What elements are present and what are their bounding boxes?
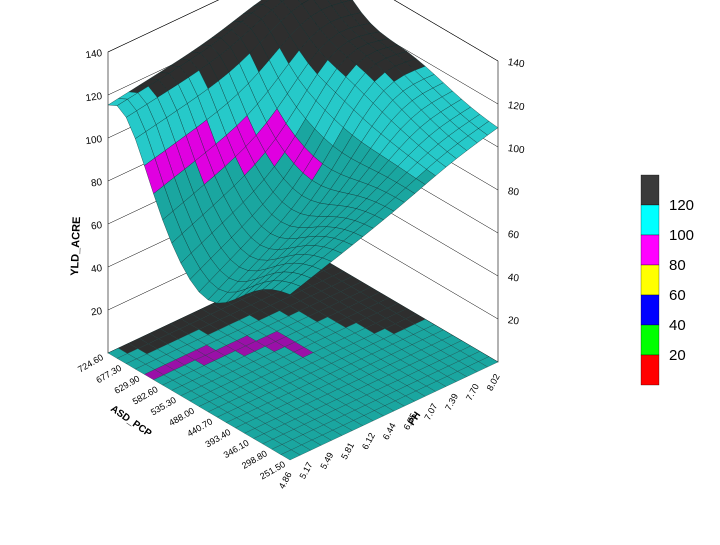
z-tick-left: 140 <box>85 48 103 61</box>
asd-pcp-tick: 582.60 <box>131 384 160 406</box>
asd-pcp-tick: 393.40 <box>204 427 233 449</box>
legend-label: 40 <box>669 317 686 334</box>
legend-swatch <box>640 234 660 266</box>
response-surface <box>107 0 499 304</box>
asd-pcp-tick: 535.30 <box>149 395 178 417</box>
ph-tick: 5.17 <box>298 460 315 480</box>
ph-tick: 6.12 <box>360 431 377 451</box>
legend-label: 100 <box>669 227 694 244</box>
surface-cell <box>279 0 285 2</box>
z-tick-right: 120 <box>507 100 525 113</box>
legend-label: 120 <box>669 197 694 214</box>
ph-tick: 6.44 <box>381 421 398 441</box>
asd-pcp-tick: 298.80 <box>240 448 269 470</box>
asd-pcp-tick: 346.10 <box>222 438 251 460</box>
z-tick-right: 60 <box>507 229 520 242</box>
legend-label: 60 <box>669 287 686 304</box>
asd-pcp-tick: 677.30 <box>94 363 123 385</box>
legend-swatch <box>640 204 660 236</box>
ph-tick: 5.49 <box>318 451 335 471</box>
z-tick-left: 20 <box>90 306 103 319</box>
asd-pcp-tick: 488.00 <box>167 406 196 428</box>
asd-pcp-tick: 440.70 <box>185 416 214 438</box>
surface-cell <box>280 282 301 295</box>
legend-swatch <box>640 294 660 326</box>
z-tick-left: 40 <box>90 263 103 276</box>
legend-swatch <box>640 324 660 356</box>
legend-swatch <box>640 354 660 386</box>
legend-swatch <box>640 264 660 296</box>
legend-swatch <box>640 174 660 206</box>
color-legend: 120 100 80 60 40 20 <box>640 174 694 386</box>
z-tick-left: 80 <box>90 177 103 190</box>
ph-tick: 7.07 <box>422 402 439 422</box>
legend-label: 80 <box>669 257 686 274</box>
z-tick-left: 120 <box>85 91 103 104</box>
ph-tick: 8.02 <box>485 372 502 392</box>
z-tick-left: 60 <box>90 220 103 233</box>
ph-tick: 4.86 <box>277 470 294 490</box>
x-axis-title: ASD_PCP <box>108 403 153 439</box>
z-tick-right: 40 <box>507 272 520 285</box>
z-tick-right: 100 <box>507 143 525 156</box>
floor-cell <box>478 356 499 368</box>
z-axis-title: YLD_ACRE <box>69 216 83 276</box>
z-tick-right: 80 <box>507 186 520 199</box>
legend-label: 20 <box>669 347 686 364</box>
asd-pcp-tick: 629.90 <box>113 373 142 395</box>
z-tick-right: 20 <box>507 315 520 328</box>
ph-tick: 7.70 <box>464 382 481 402</box>
z-tick-left: 100 <box>85 134 103 147</box>
z-tick-right: 140 <box>507 57 525 70</box>
ph-tick: 5.81 <box>339 441 356 461</box>
asd-pcp-tick: 724.60 <box>76 352 105 374</box>
ph-tick: 7.39 <box>443 392 460 412</box>
grid-line <box>107 0 499 62</box>
